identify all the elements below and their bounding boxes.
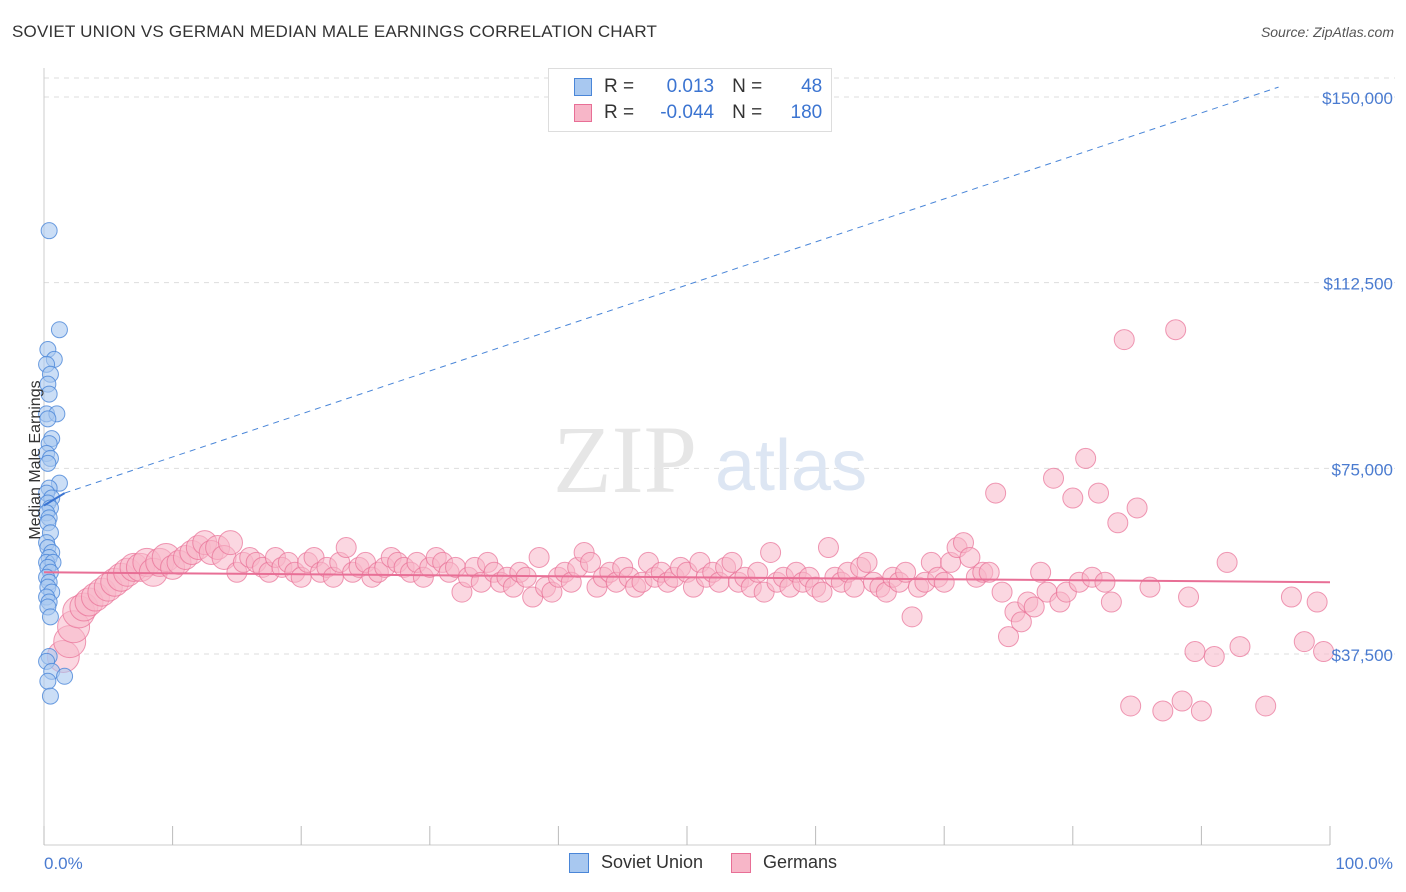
germans-trend-line — [43, 571, 1331, 584]
germans-point — [817, 537, 839, 559]
germans-point — [856, 551, 878, 573]
soviet-union-trend-line — [43, 492, 66, 507]
germans-point — [1043, 467, 1065, 489]
soviet-union-point — [41, 608, 59, 626]
trend-lines — [43, 86, 1331, 584]
germans-point — [1184, 641, 1206, 663]
germans-point — [978, 561, 1000, 583]
soviet-union-point — [56, 667, 74, 685]
germans-point — [1062, 487, 1084, 509]
legend-r-value: 0.013 — [666, 76, 715, 97]
y-tick-label: $112,500 — [1323, 275, 1393, 294]
germans-point — [895, 561, 917, 583]
germans-point — [1075, 447, 1097, 469]
germans-point — [1010, 611, 1032, 633]
germans-point — [1280, 586, 1302, 608]
germans-point — [515, 566, 537, 588]
legend-label-germans: Germans — [763, 852, 838, 872]
soviet-union-point — [39, 454, 57, 472]
germans-point — [1107, 512, 1129, 534]
watermark: ZIP atlas — [553, 406, 867, 513]
germans-point — [1255, 695, 1277, 717]
germans-point — [991, 581, 1013, 603]
legend-label-soviet-union: Soviet Union — [600, 852, 704, 872]
legend-item-germans: Germans — [731, 852, 837, 873]
germans-point — [1203, 645, 1225, 667]
germans-point — [1120, 695, 1142, 717]
legend-n-value: 48 — [801, 76, 823, 97]
legend-n-value: 180 — [790, 102, 823, 123]
legend-row-soviet: R = 0.013 N = 48 — [549, 75, 822, 99]
germans-point — [1100, 591, 1122, 613]
germans-point — [1023, 596, 1045, 618]
y-tick-label: $150,000 — [1322, 89, 1393, 108]
germans-point — [1216, 551, 1238, 573]
watermark-atlas: atlas — [715, 426, 867, 506]
germans-point — [1088, 482, 1110, 504]
germans-point — [1113, 329, 1135, 351]
source-label: Source: ZipAtlas.com — [1260, 24, 1394, 40]
germans-point — [1313, 641, 1335, 663]
soviet-union-trend-extension — [64, 86, 1279, 494]
y-axis-label: Median Male Earnings — [27, 380, 44, 539]
germans-point — [528, 546, 550, 568]
watermark-zip: ZIP — [553, 406, 697, 513]
legend-n-label: N = — [732, 76, 763, 97]
germans-swatch — [574, 104, 592, 122]
germans-point — [1306, 591, 1328, 613]
germans-point — [335, 537, 357, 559]
y-tick-label: $37,500 — [1332, 646, 1393, 665]
germans-point — [1293, 631, 1315, 653]
tick-labels: $150,000 $112,500 $75,000 $37,500 0.0% 100.0% — [44, 89, 1393, 873]
germans-point — [217, 530, 243, 556]
germans-point — [580, 551, 602, 573]
soviet-union-point — [39, 410, 57, 428]
germans-point — [998, 626, 1019, 648]
germans-point — [1094, 571, 1116, 593]
chart-title: SOVIET UNION VS GERMAN MEDIAN MALE EARNI… — [12, 22, 658, 41]
soviet-union-point — [50, 321, 68, 339]
x-tick-label-max: 100.0% — [1335, 854, 1393, 873]
x-tick-label-min: 0.0% — [44, 854, 83, 873]
germans-point — [985, 482, 1007, 504]
germans-point — [1165, 319, 1187, 341]
germans-point — [843, 576, 865, 598]
legend-n-label: N = — [732, 102, 763, 123]
legend-item-soviet-union: Soviet Union — [568, 852, 704, 873]
germans-point — [959, 546, 981, 568]
series-legend: Soviet Union Germans — [0, 852, 1406, 873]
germans-point — [811, 581, 833, 603]
legend-r-label: R = — [604, 102, 635, 123]
legend-r-value: -0.044 — [660, 102, 715, 123]
data-points — [38, 222, 1335, 722]
soviet-union-swatch — [568, 852, 589, 873]
soviet-union-point — [40, 385, 58, 403]
germans-point — [1030, 561, 1052, 583]
soviet-union-point — [40, 222, 58, 240]
germans-point — [901, 606, 923, 628]
germans-point — [760, 542, 782, 564]
legend-row-germans: R = -0.044 N = 180 — [549, 101, 822, 125]
germans-point — [1171, 690, 1193, 712]
germans-point — [1126, 497, 1148, 519]
soviet-union-point — [41, 687, 59, 705]
germans-point — [1139, 576, 1161, 598]
germans-point — [1152, 700, 1174, 722]
soviet-swatch — [574, 78, 592, 96]
soviet-union-point — [39, 672, 57, 690]
germans-point — [1190, 700, 1212, 722]
germans-point — [747, 561, 769, 583]
germans-point — [1178, 586, 1200, 608]
correlation-legend: R = 0.013 N = 48 R = -0.044 N = 180 — [548, 68, 832, 132]
germans-point — [1229, 636, 1251, 658]
y-tick-label: $75,000 — [1332, 460, 1393, 479]
germans-point — [933, 571, 955, 593]
legend-r-label: R = — [604, 76, 635, 97]
germans-swatch — [731, 852, 752, 873]
germans-point — [721, 551, 743, 573]
